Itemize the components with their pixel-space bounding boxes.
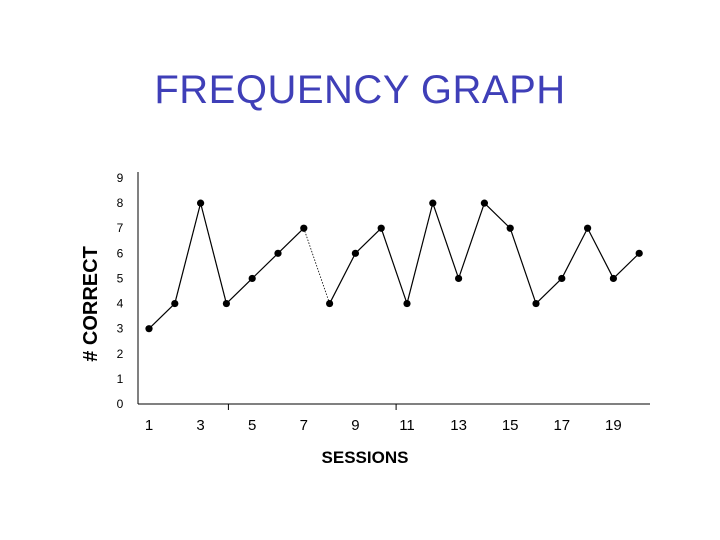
data-point	[222, 299, 230, 308]
series-segment	[535, 278, 563, 304]
y-tick-label: 0	[117, 397, 124, 411]
series-segment	[277, 227, 305, 254]
data-point	[248, 274, 256, 283]
x-tick-label: 17	[553, 417, 570, 434]
x-tick-label: 3	[196, 417, 204, 434]
y-axis-ticks: 0 1 2 3 4 5 6 7 8 9	[117, 171, 124, 411]
data-point	[171, 299, 179, 308]
series-segment	[612, 252, 640, 279]
y-tick-label: 9	[117, 171, 124, 185]
data-point	[300, 224, 308, 232]
data-point	[274, 249, 282, 257]
series-segment	[587, 227, 614, 279]
data-point	[326, 299, 334, 308]
series-segment	[380, 228, 408, 304]
series-segment	[200, 202, 227, 304]
x-axis-ticks: 1 3 5 7 9 11 13 15 17 19	[145, 404, 622, 434]
data-point	[609, 274, 618, 283]
y-tick-label: 2	[117, 347, 124, 361]
series-segment	[432, 202, 460, 279]
data-point	[584, 224, 592, 232]
data-point	[480, 199, 488, 207]
x-tick-label: 15	[502, 417, 519, 434]
x-tick-label: 9	[351, 417, 359, 434]
data-point	[351, 249, 359, 257]
x-tick-label: 5	[248, 417, 256, 434]
y-axis-label: # CORRECT	[80, 246, 102, 362]
series-segment	[406, 202, 434, 304]
slide-title: FREQUENCY GRAPH	[154, 68, 566, 112]
data-point	[197, 199, 205, 207]
x-tick-label: 11	[399, 417, 415, 434]
y-tick-label: 7	[117, 221, 124, 235]
y-tick-label: 8	[117, 196, 124, 210]
x-axis-label: SESSIONS	[322, 448, 409, 467]
x-tick-label: 1	[145, 417, 153, 434]
data-point	[429, 199, 437, 207]
data-point	[532, 299, 540, 308]
series-line	[148, 202, 640, 330]
series-segment	[303, 228, 330, 304]
series-segment	[251, 252, 279, 279]
series-segment	[483, 202, 511, 229]
data-point	[558, 274, 566, 283]
series-segment	[354, 227, 382, 254]
data-point	[455, 274, 463, 283]
data-point	[145, 325, 153, 333]
x-tick-label: 7	[300, 417, 308, 434]
series-segment	[225, 278, 253, 304]
series-segment	[458, 202, 485, 279]
series-segment	[561, 227, 589, 279]
data-point	[635, 249, 643, 257]
data-point	[506, 224, 514, 232]
series-segment	[509, 228, 537, 304]
data-point	[377, 224, 385, 232]
series-points	[145, 199, 643, 333]
series-segment	[148, 303, 176, 330]
data-point	[403, 299, 411, 308]
series-segment	[329, 253, 356, 304]
y-tick-label: 3	[117, 322, 124, 336]
y-tick-label: 1	[117, 372, 124, 386]
y-tick-label: 4	[117, 297, 124, 311]
x-tick-label: 13	[450, 417, 467, 434]
x-tick-label: 19	[605, 417, 622, 434]
y-tick-label: 6	[117, 246, 124, 260]
y-tick-label: 5	[117, 271, 124, 285]
series-segment	[174, 202, 202, 304]
